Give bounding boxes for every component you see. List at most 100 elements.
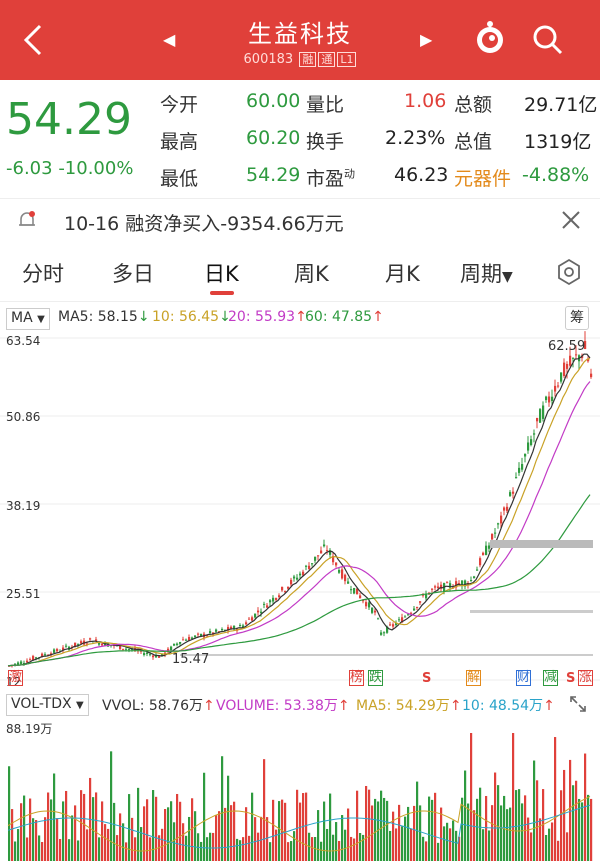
event-tag[interactable]: 涨 (578, 670, 594, 686)
volume-bar (551, 822, 554, 861)
tab-weekly-k[interactable]: 周K (294, 262, 329, 286)
volume-bar (482, 829, 485, 861)
candle-body (131, 649, 134, 651)
candle-body (194, 635, 197, 638)
volume-bar (164, 809, 167, 861)
sector-label[interactable]: 元器件 (454, 168, 512, 190)
event-tag[interactable]: 跌 (368, 670, 384, 686)
candle-body (329, 550, 332, 555)
tab-multi-day[interactable]: 多日 (112, 262, 154, 286)
next-stock-icon[interactable]: ▶ (420, 30, 433, 49)
candle-body (527, 442, 530, 451)
volume-bar (353, 838, 356, 861)
volume-bar (347, 808, 350, 861)
volume-bar (521, 803, 524, 861)
candle-body (62, 647, 65, 651)
search-icon[interactable] (530, 22, 566, 58)
event-tag[interactable]: 激 (8, 670, 24, 686)
candle-body (260, 611, 263, 613)
tab-period[interactable]: 周期▼ (460, 258, 513, 288)
candle-body (548, 396, 551, 403)
ma5-line (7, 353, 591, 667)
prev-stock-icon[interactable]: ◀ (163, 30, 176, 49)
candle-body (197, 633, 200, 635)
volume-bar (107, 828, 110, 861)
high-annotation: 62.59 (548, 339, 586, 354)
candle-body (539, 409, 542, 423)
volume-bar (29, 798, 32, 861)
volume-bar (95, 792, 98, 861)
volume-chart[interactable] (0, 718, 600, 861)
volume-bar (422, 836, 425, 861)
volume-bar (224, 807, 227, 861)
candle-body (296, 577, 299, 580)
event-tag[interactable]: 财 (516, 670, 532, 686)
vol-ma5-value: MA5: 54.29万↑ (356, 695, 462, 715)
volume-bar (116, 835, 119, 861)
volume-bar (272, 799, 275, 861)
candle-body (461, 580, 464, 586)
volume-bar (155, 796, 158, 861)
volume-indicator-selector[interactable]: VOL-TDX ▼ (6, 694, 89, 716)
ma-indicator-selector[interactable]: MA ▼ (6, 308, 50, 330)
sector-change: -4.88% (522, 164, 590, 186)
volume-bar (242, 837, 245, 861)
candle-body (533, 433, 536, 435)
volume-bar (425, 841, 428, 861)
quote-panel: 54.29 -6.03 -10.00% 今开 60.00 最高 60.20 最低… (0, 80, 600, 198)
volume-bar (68, 839, 71, 861)
volume-bar (11, 809, 14, 861)
volume-text: VOLUME: 53.38万 (216, 698, 338, 714)
candle-body (338, 569, 341, 573)
active-tab-indicator (210, 291, 234, 295)
candlestick-chart[interactable] (0, 330, 600, 690)
volume-bar (44, 817, 47, 861)
assistant-robot-icon[interactable] (472, 20, 508, 56)
close-icon[interactable] (558, 207, 584, 233)
volume-bar (455, 830, 458, 861)
candle-body (98, 642, 101, 645)
tab-intraday[interactable]: 分时 (22, 262, 64, 286)
event-tag[interactable]: S (566, 671, 576, 686)
event-tag[interactable]: 减 (543, 670, 559, 686)
volume-bar (386, 800, 389, 861)
candle-body (332, 555, 335, 563)
volume-bar (479, 787, 482, 861)
event-tag[interactable]: 榜 (349, 670, 365, 686)
candle-body (248, 618, 251, 620)
chevron-down-icon: ▼ (76, 700, 84, 711)
tab-monthly-k[interactable]: 月K (385, 262, 420, 286)
news-text[interactable]: 10-16 融资净买入-9354.66万元 (64, 213, 344, 235)
candle-body (254, 613, 257, 618)
volume-legend: VOL-TDX ▼ VVOL: 58.76万↑ VOLUME: 53.38万↑ … (0, 690, 600, 718)
candle-body (566, 363, 569, 369)
candle-body (407, 614, 410, 616)
event-tag[interactable]: 解 (466, 670, 482, 686)
vol-ma5-text: MA5: 54.29万 (356, 698, 450, 714)
candle-body (356, 588, 359, 595)
chip-distribution-button[interactable]: 筹 (565, 306, 589, 330)
volume-bar (263, 759, 266, 861)
candle-body (464, 580, 467, 587)
candle-body (335, 562, 338, 566)
ma20-value: 20: 55.93↑ (228, 309, 307, 325)
settings-icon[interactable] (555, 258, 583, 286)
ma-selector-label: MA (11, 310, 33, 326)
volume-bar (122, 823, 125, 861)
volume-bar (470, 733, 473, 861)
volume-bar (203, 772, 206, 861)
volume-bar (74, 805, 77, 861)
candle-body (473, 576, 476, 578)
volume-bar (494, 772, 497, 861)
expand-icon[interactable] (568, 694, 588, 714)
back-arrow-icon[interactable] (18, 22, 50, 58)
volume-bar (518, 789, 521, 861)
chevron-down-icon: ▼ (502, 269, 513, 285)
chip-distribution-bar (180, 654, 593, 656)
event-tag[interactable]: S (422, 671, 432, 686)
candle-body (380, 632, 383, 635)
tab-daily-k[interactable]: 日K (204, 258, 239, 295)
volume-bar (341, 815, 344, 861)
volume-bar (377, 801, 380, 861)
news-ticker[interactable]: 10-16 融资净买入-9354.66万元 (0, 199, 600, 243)
